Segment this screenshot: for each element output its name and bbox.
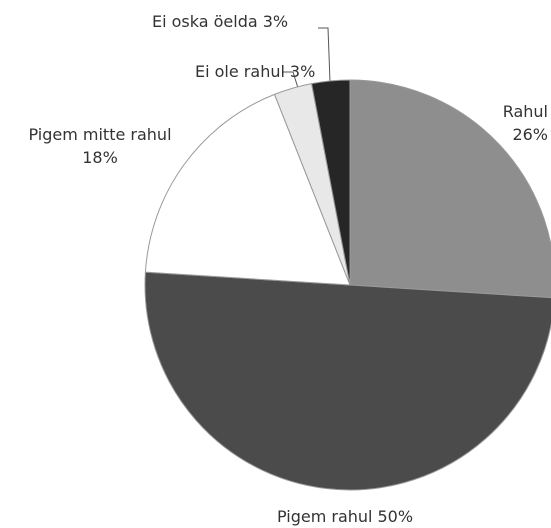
pie-slice [144, 93, 351, 286]
slice-label: Pigem rahul 50% [277, 507, 413, 526]
category-label: Ei oska öelda [152, 12, 258, 31]
value-label: 3% [263, 12, 288, 31]
value-label: 50% [377, 507, 413, 526]
value-label: 18% [82, 148, 118, 167]
category-label: Rahul [503, 102, 548, 121]
pie-slice [349, 79, 551, 299]
value-label: 3% [290, 62, 315, 81]
value-label: 26% [512, 125, 548, 144]
slice-label: Ei ole rahul 3% [195, 62, 315, 81]
leader-line [283, 71, 299, 89]
slice-label: Ei oska öelda 3% [152, 12, 288, 31]
pie-slice [144, 271, 551, 491]
category-label: Ei ole rahul [195, 62, 285, 81]
category-label: Pigem mitte rahul [28, 125, 171, 144]
category-label: Pigem rahul [277, 507, 373, 526]
pie-slice [311, 79, 351, 286]
slice-label: Rahul 26% [503, 102, 548, 144]
slice-label: Pigem mitte rahul 18% [28, 125, 171, 167]
leader-line [318, 27, 331, 83]
